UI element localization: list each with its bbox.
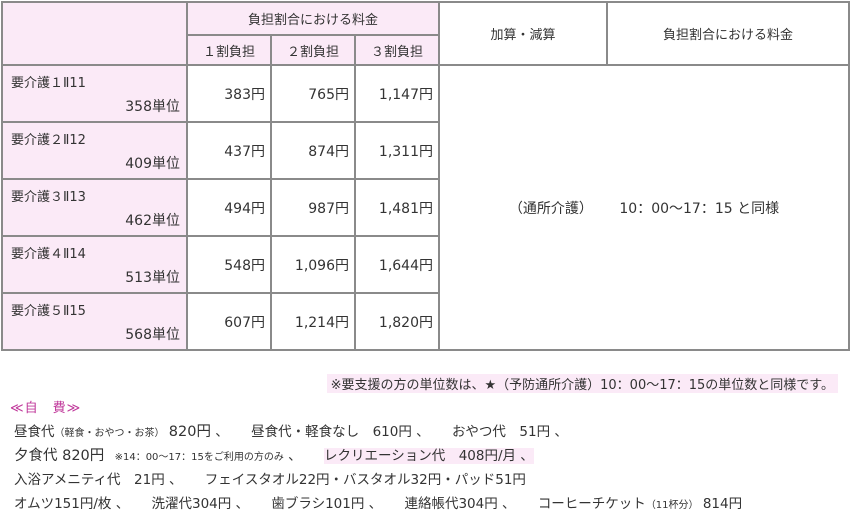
fee-1-割: 437円 [186,121,272,180]
burden-group-header: 負担割合における料金 [185,1,441,36]
merged-note-text: 10：00～17：15 と同様 [619,200,780,217]
care-level-cell: 要介護２Ⅱ12 409単位 [1,121,188,180]
table-row: 要介護５Ⅱ15 568単位 607円 1,214円 1,820円 [1,292,849,351]
notebook-item: 連絡帳代304円 、 [404,496,516,512]
units-label: 462単位 [125,213,180,229]
burden-col-2: ２割負担 [270,34,356,66]
meal-price: 820円 [168,424,211,440]
burden-col-3: ３割負担 [353,34,441,66]
right-group-header: 負担割合における料金 [606,1,850,66]
add-sub-header: 加算・減算 [438,1,609,66]
units-label: 513単位 [125,270,180,286]
towels-item: フェイスタオル22円・バスタオル32円・パッド51円 [204,472,526,488]
units-label: 358単位 [125,99,180,115]
toothbrush-item: 歯ブラシ101円 、 [271,496,383,512]
care-level-cell: 要介護３Ⅱ13 462単位 [1,178,188,237]
meal-label: 昼食代 [14,424,55,440]
misc-line: オムツ151円/枚 、 洗濯代304円 、 歯ブラシ101円 、 連絡帳代304… [14,492,742,512]
care-level-cell: 要介護５Ⅱ15 568単位 [1,292,188,351]
fee-1-割: 494円 [186,178,272,237]
merged-note-prefix: （通所介護） [508,200,593,217]
fee-2-割: 765円 [270,64,356,123]
meal-line: 昼食代（軽食・おやつ・お茶） 820円 、 昼食代・軽食なし 610円 、 おや… [14,420,568,441]
bath-amenity-item: 入浴アメニティ代 21円 、 [14,472,183,488]
meal-sep: 、 [215,424,229,440]
merged-note-cell: （通所介護） 10：00～17：15 と同様 [438,64,850,351]
fee-2-割: 1,096円 [270,235,356,294]
snack-item: おやつ代 51円 、 [451,424,568,440]
fee-3-割: 1,311円 [353,121,441,180]
fee-2-割: 1,214円 [270,292,356,351]
burden-col-1: １割負担 [186,34,272,66]
coffee-label: コーヒーチケット [537,496,646,512]
diaper-item: オムツ151円/枚 、 [14,496,130,512]
fee-1-割: 607円 [186,292,272,351]
meal-light-item: 昼食代・軽食なし 610円 、 [251,424,430,440]
fee-3-割: 1,147円 [353,64,441,123]
laundry-item: 洗濯代304円 、 [151,496,250,512]
fee-2-割: 987円 [270,178,356,237]
self-pay-title: ≪自 費≫ [10,401,82,416]
fee-3-割: 1,644円 [353,235,441,294]
meal-detail: （軽食・おやつ・お茶） [54,428,165,439]
care-level-cell: 要介護１Ⅱ11 358単位 [1,64,188,123]
fee-table: 負担割合における料金 加算・減算 負担割合における料金 １割負担 ２割負担 ３割… [1,1,850,351]
recreation-item: レクリエーション代 408円/月 、 [323,448,534,464]
coffee-detail: （11杯分） [645,500,699,511]
fee-3-割: 1,820円 [353,292,441,351]
bath-line: 入浴アメニティ代 21円 、 フェイスタオル22円・バスタオル32円・パッド51… [14,468,526,488]
fee-2-割: 874円 [270,121,356,180]
care-level-label: 要介護２Ⅱ12 [11,133,86,148]
dinner-detail: ※14：00～17：15をご利用の方のみ [114,452,284,463]
table-row: 要介護１Ⅱ11 358単位 383円 765円 1,147円 （通所介護） 10… [1,64,850,351]
table-row: 要介護２Ⅱ12 409単位 437円 874円 1,311円 [1,121,849,180]
coffee-price: 814円 [702,496,743,512]
support-units-note: ※要支援の方の単位数は、★（予防通所介護）10：00～17：15の単位数と同様で… [326,374,838,393]
care-level-label: 要介護１Ⅱ11 [11,76,86,91]
table-header-row-2: １割負担 ２割負担 ３割負担 [2,34,849,66]
table-header-row-1: 負担割合における料金 加算・減算 負担割合における料金 [1,1,850,66]
fee-1-割: 548円 [186,235,272,294]
care-level-cell: 要介護４Ⅱ14 513単位 [1,235,188,294]
dinner-sep: 、 [288,448,302,464]
care-level-label: 要介護３Ⅱ13 [11,190,86,205]
fee-3-割: 1,481円 [353,178,441,237]
care-level-label: 要介護４Ⅱ14 [11,247,86,262]
table-row: 要介護３Ⅱ13 462単位 494円 987円 1,481円 [1,178,849,237]
care-level-label: 要介護５Ⅱ15 [11,304,86,319]
fee-1-割: 383円 [186,64,272,123]
units-label: 409単位 [125,156,180,172]
dinner-label: 夕食代 820円 [14,448,105,464]
dinner-line: 夕食代 820円 ※14：00～17：15をご利用の方のみ 、 レクリエーション… [14,444,534,465]
corner-cell [1,1,188,66]
units-label: 568単位 [125,327,180,343]
table-row: 要介護４Ⅱ14 513単位 548円 1,096円 1,644円 [1,235,849,294]
